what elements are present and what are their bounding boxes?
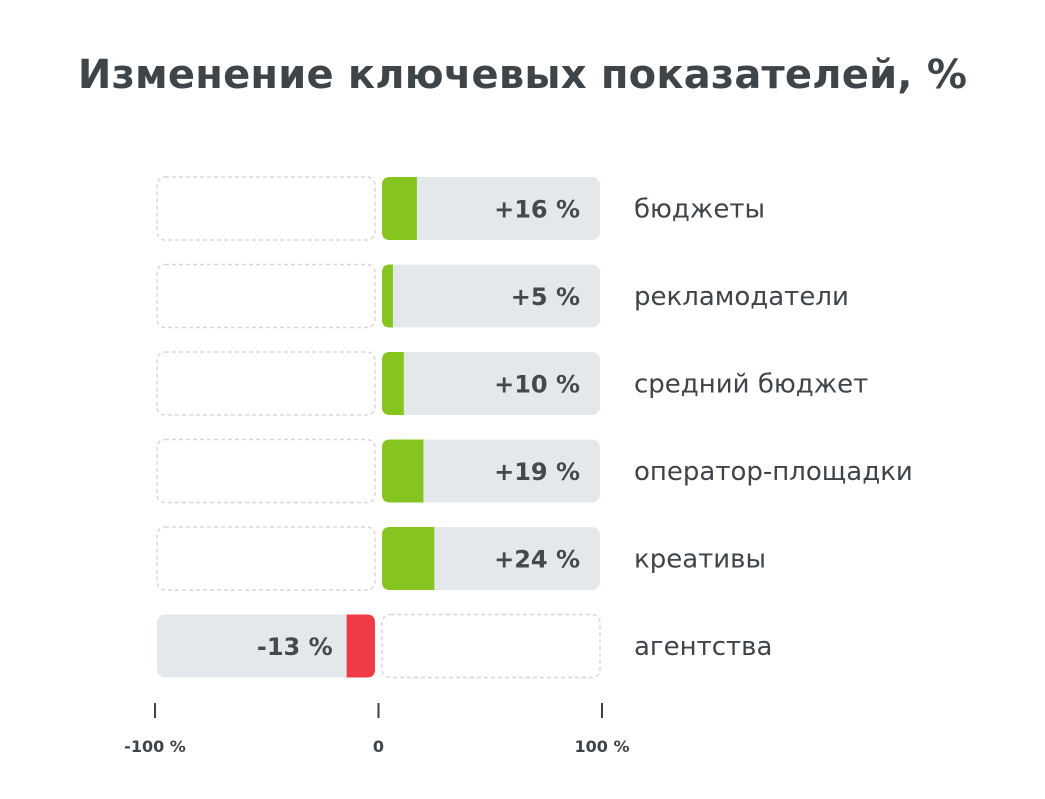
category-label-5: агентства (634, 632, 772, 662)
empty-negative-track (156, 263, 376, 329)
value-label-3: +19 % (494, 458, 580, 486)
value-label-4: +24 % (494, 546, 580, 574)
category-label-0: бюджеты (634, 195, 765, 225)
bar-4 (382, 527, 435, 590)
tick-label-2: 100 % (575, 737, 630, 756)
value-label-0: +16 % (494, 196, 580, 224)
value-label-1: +5 % (511, 283, 580, 311)
negative-track (157, 614, 375, 678)
empty-negative-track (156, 351, 376, 416)
category-label-3: оператор-площадки (634, 457, 913, 487)
value-label-5: -13 % (257, 633, 333, 661)
tick-label-1: 0 (373, 737, 384, 756)
chart-title: Изменение ключевых показателей, % (77, 52, 968, 98)
bar-1 (382, 264, 393, 328)
positive-track (382, 439, 600, 503)
positive-track (382, 177, 600, 240)
empty-negative-track (156, 526, 376, 591)
category-label-1: рекламодатели (634, 282, 849, 312)
category-label-4: креативы (634, 545, 766, 575)
category-label-2: средний бюджет (634, 370, 868, 400)
empty-negative-track (156, 438, 376, 504)
empty-negative-track (156, 176, 376, 241)
positive-track (382, 527, 600, 590)
bar-2 (382, 352, 404, 415)
bar-3 (382, 439, 424, 503)
bar-0 (382, 177, 417, 240)
value-label-2: +10 % (494, 371, 580, 399)
positive-track (382, 352, 600, 415)
positive-track (382, 264, 600, 328)
bar-5 (346, 614, 375, 678)
tick-label-0: -100 % (124, 737, 186, 756)
empty-positive-track (381, 613, 601, 679)
